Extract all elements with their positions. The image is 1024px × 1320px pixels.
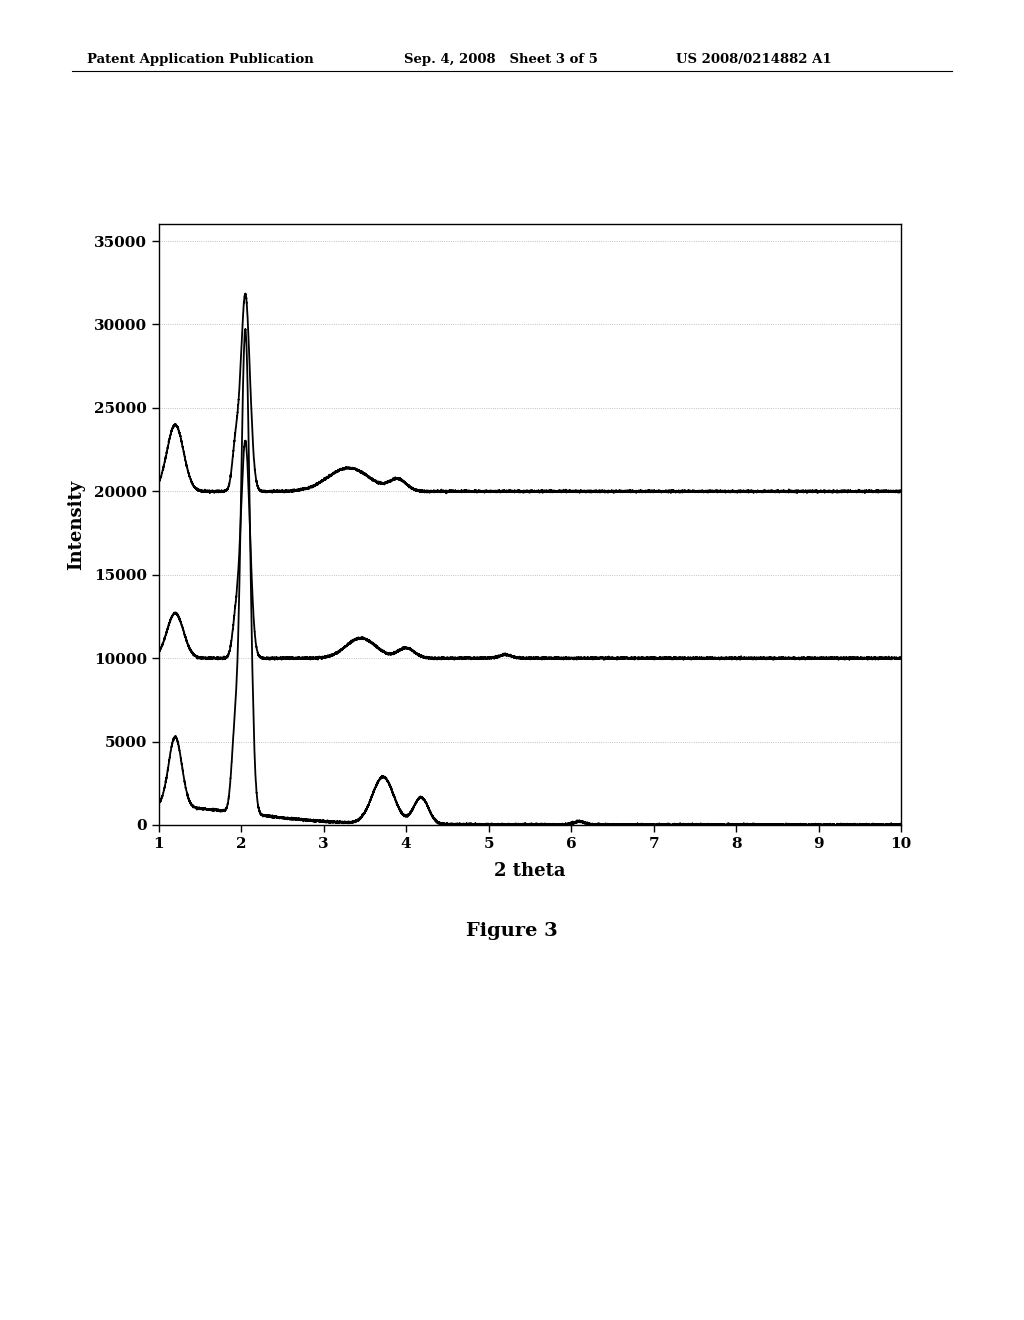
- Text: Patent Application Publication: Patent Application Publication: [87, 53, 313, 66]
- X-axis label: 2 theta: 2 theta: [495, 862, 565, 880]
- Y-axis label: Intensity: Intensity: [68, 479, 85, 570]
- Text: US 2008/0214882 A1: US 2008/0214882 A1: [676, 53, 831, 66]
- Text: Figure 3: Figure 3: [466, 921, 558, 940]
- Text: Sep. 4, 2008   Sheet 3 of 5: Sep. 4, 2008 Sheet 3 of 5: [404, 53, 598, 66]
